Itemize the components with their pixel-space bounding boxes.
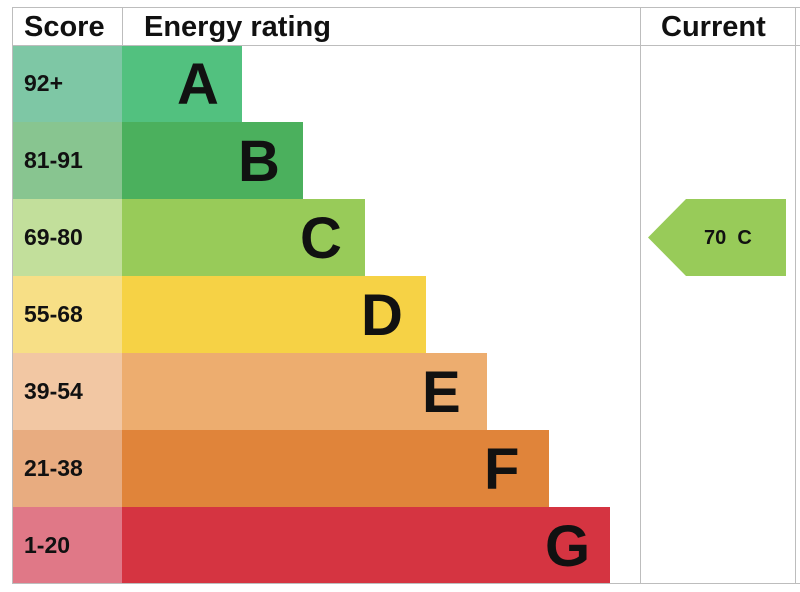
score-header: Score: [24, 11, 105, 43]
rating-letter-c: C: [300, 206, 342, 271]
score-range-b: 81-91: [12, 122, 122, 199]
current-rating-label: 70 C: [704, 199, 752, 276]
rating-bar-e: [122, 353, 487, 430]
current-arrow-shape: [648, 199, 786, 276]
rating-bar-g: [122, 507, 610, 584]
current-score-value: 70: [704, 227, 727, 249]
rating-bar-d: [122, 276, 426, 353]
score-range-d: 55-68: [12, 276, 122, 353]
score-range-f: 21-38: [12, 430, 122, 507]
rating-letter-e: E: [422, 360, 461, 425]
grid-line-header: [12, 45, 800, 46]
grid-line-score: [122, 7, 123, 46]
rating-letter-b: B: [238, 129, 280, 194]
rating-letter-f: F: [484, 437, 520, 502]
grid-line-bottom: [12, 583, 800, 584]
score-range-a: 92+: [12, 45, 122, 122]
rating-letter-d: D: [361, 283, 403, 348]
current-band-letter: C: [737, 227, 752, 249]
score-range-g: 1-20: [12, 507, 122, 584]
grid-line-top: [12, 7, 800, 8]
score-range-e: 39-54: [12, 353, 122, 430]
rating-bar-a: [122, 45, 242, 122]
score-range-c: 69-80: [12, 199, 122, 276]
current-rating-arrow: [648, 199, 786, 276]
grid-line-left: [12, 7, 13, 584]
rating-letter-a: A: [177, 52, 219, 117]
grid-line-current-right: [795, 7, 796, 584]
current-header: Current: [661, 11, 766, 43]
energy-rating-header: Energy rating: [144, 11, 331, 43]
rating-bar-f: [122, 430, 549, 507]
rating-bar-b: [122, 122, 303, 199]
rating-letter-g: G: [545, 514, 591, 579]
rating-bar-c: [122, 199, 365, 276]
grid-line-current-left: [640, 7, 641, 584]
